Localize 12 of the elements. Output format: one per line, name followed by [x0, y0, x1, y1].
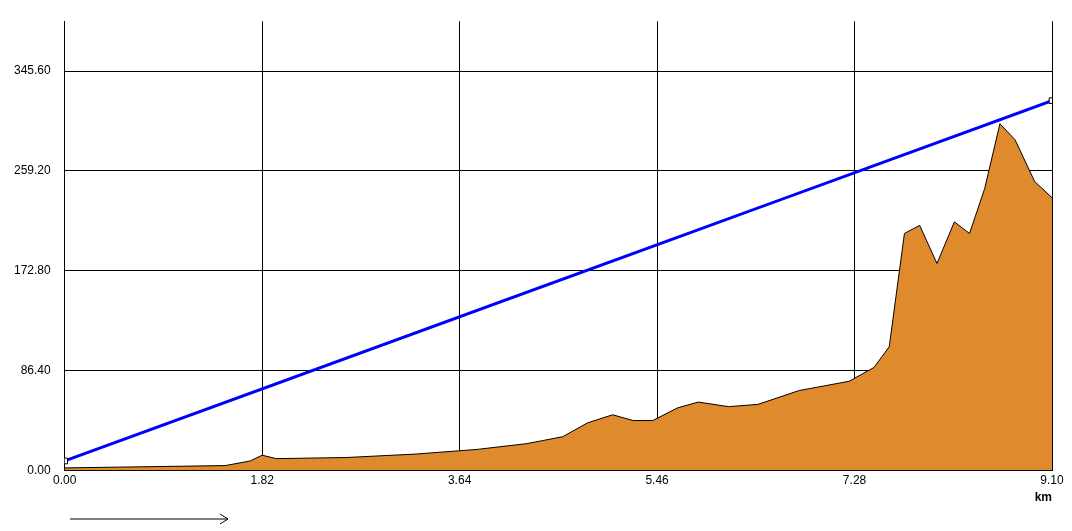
y-tick-label: 259.20: [14, 163, 52, 178]
x-tick-label: 1.82: [250, 472, 275, 487]
x-tick-label: 5.46: [645, 472, 670, 487]
y-tick-label: 86.40: [20, 362, 52, 377]
x-tick-label: 3.64: [447, 472, 472, 487]
x-tick-label: 9.10: [1040, 472, 1064, 487]
x-tick-label: 7.28: [842, 472, 867, 487]
y-tick-label: 345.60: [14, 63, 52, 78]
y-tick-label: 172.80: [14, 262, 52, 277]
x-tick-label: 0.00: [53, 472, 77, 487]
y-tick-label: 0.00: [27, 462, 52, 477]
x-axis-title: km: [1034, 490, 1052, 505]
